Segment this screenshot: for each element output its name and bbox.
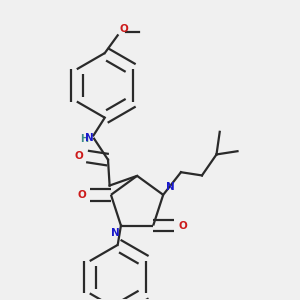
- Text: N: N: [111, 228, 119, 238]
- Text: N: N: [85, 133, 94, 143]
- Text: O: O: [119, 24, 128, 34]
- Text: O: O: [77, 190, 86, 200]
- Text: O: O: [74, 152, 83, 161]
- Text: O: O: [178, 220, 187, 230]
- Text: H: H: [80, 134, 88, 144]
- Text: N: N: [166, 182, 175, 192]
